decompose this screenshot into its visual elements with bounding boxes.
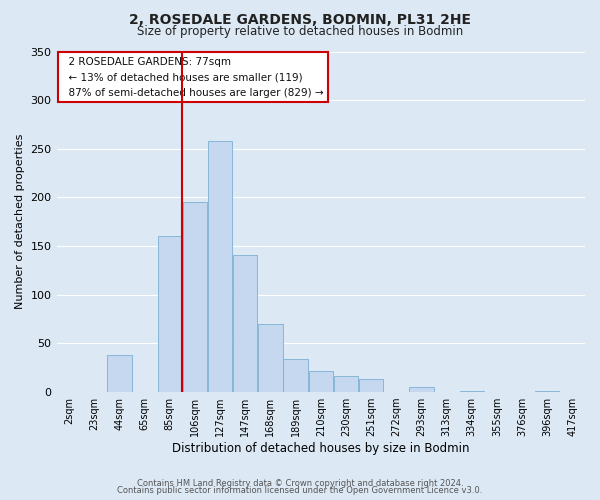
Bar [334, 376, 358, 392]
Text: Contains HM Land Registry data © Crown copyright and database right 2024.: Contains HM Land Registry data © Crown c… [137, 478, 463, 488]
X-axis label: Distribution of detached houses by size in Bodmin: Distribution of detached houses by size … [172, 442, 470, 455]
Bar [107, 355, 131, 392]
Bar [233, 255, 257, 392]
Text: 2, ROSEDALE GARDENS, BODMIN, PL31 2HE: 2, ROSEDALE GARDENS, BODMIN, PL31 2HE [129, 12, 471, 26]
Bar [460, 391, 484, 392]
Text: Contains public sector information licensed under the Open Government Licence v3: Contains public sector information licen… [118, 486, 482, 495]
Bar [183, 202, 207, 392]
Bar [308, 370, 333, 392]
Bar [158, 236, 182, 392]
Y-axis label: Number of detached properties: Number of detached properties [15, 134, 25, 310]
Bar [359, 380, 383, 392]
Bar [409, 387, 434, 392]
Text: Size of property relative to detached houses in Bodmin: Size of property relative to detached ho… [137, 25, 463, 38]
Text: 2 ROSEDALE GARDENS: 77sqm
  ← 13% of detached houses are smaller (119)
  87% of : 2 ROSEDALE GARDENS: 77sqm ← 13% of detac… [62, 56, 323, 98]
Bar [283, 359, 308, 392]
Bar [208, 141, 232, 392]
Bar [258, 324, 283, 392]
Bar [535, 391, 559, 392]
